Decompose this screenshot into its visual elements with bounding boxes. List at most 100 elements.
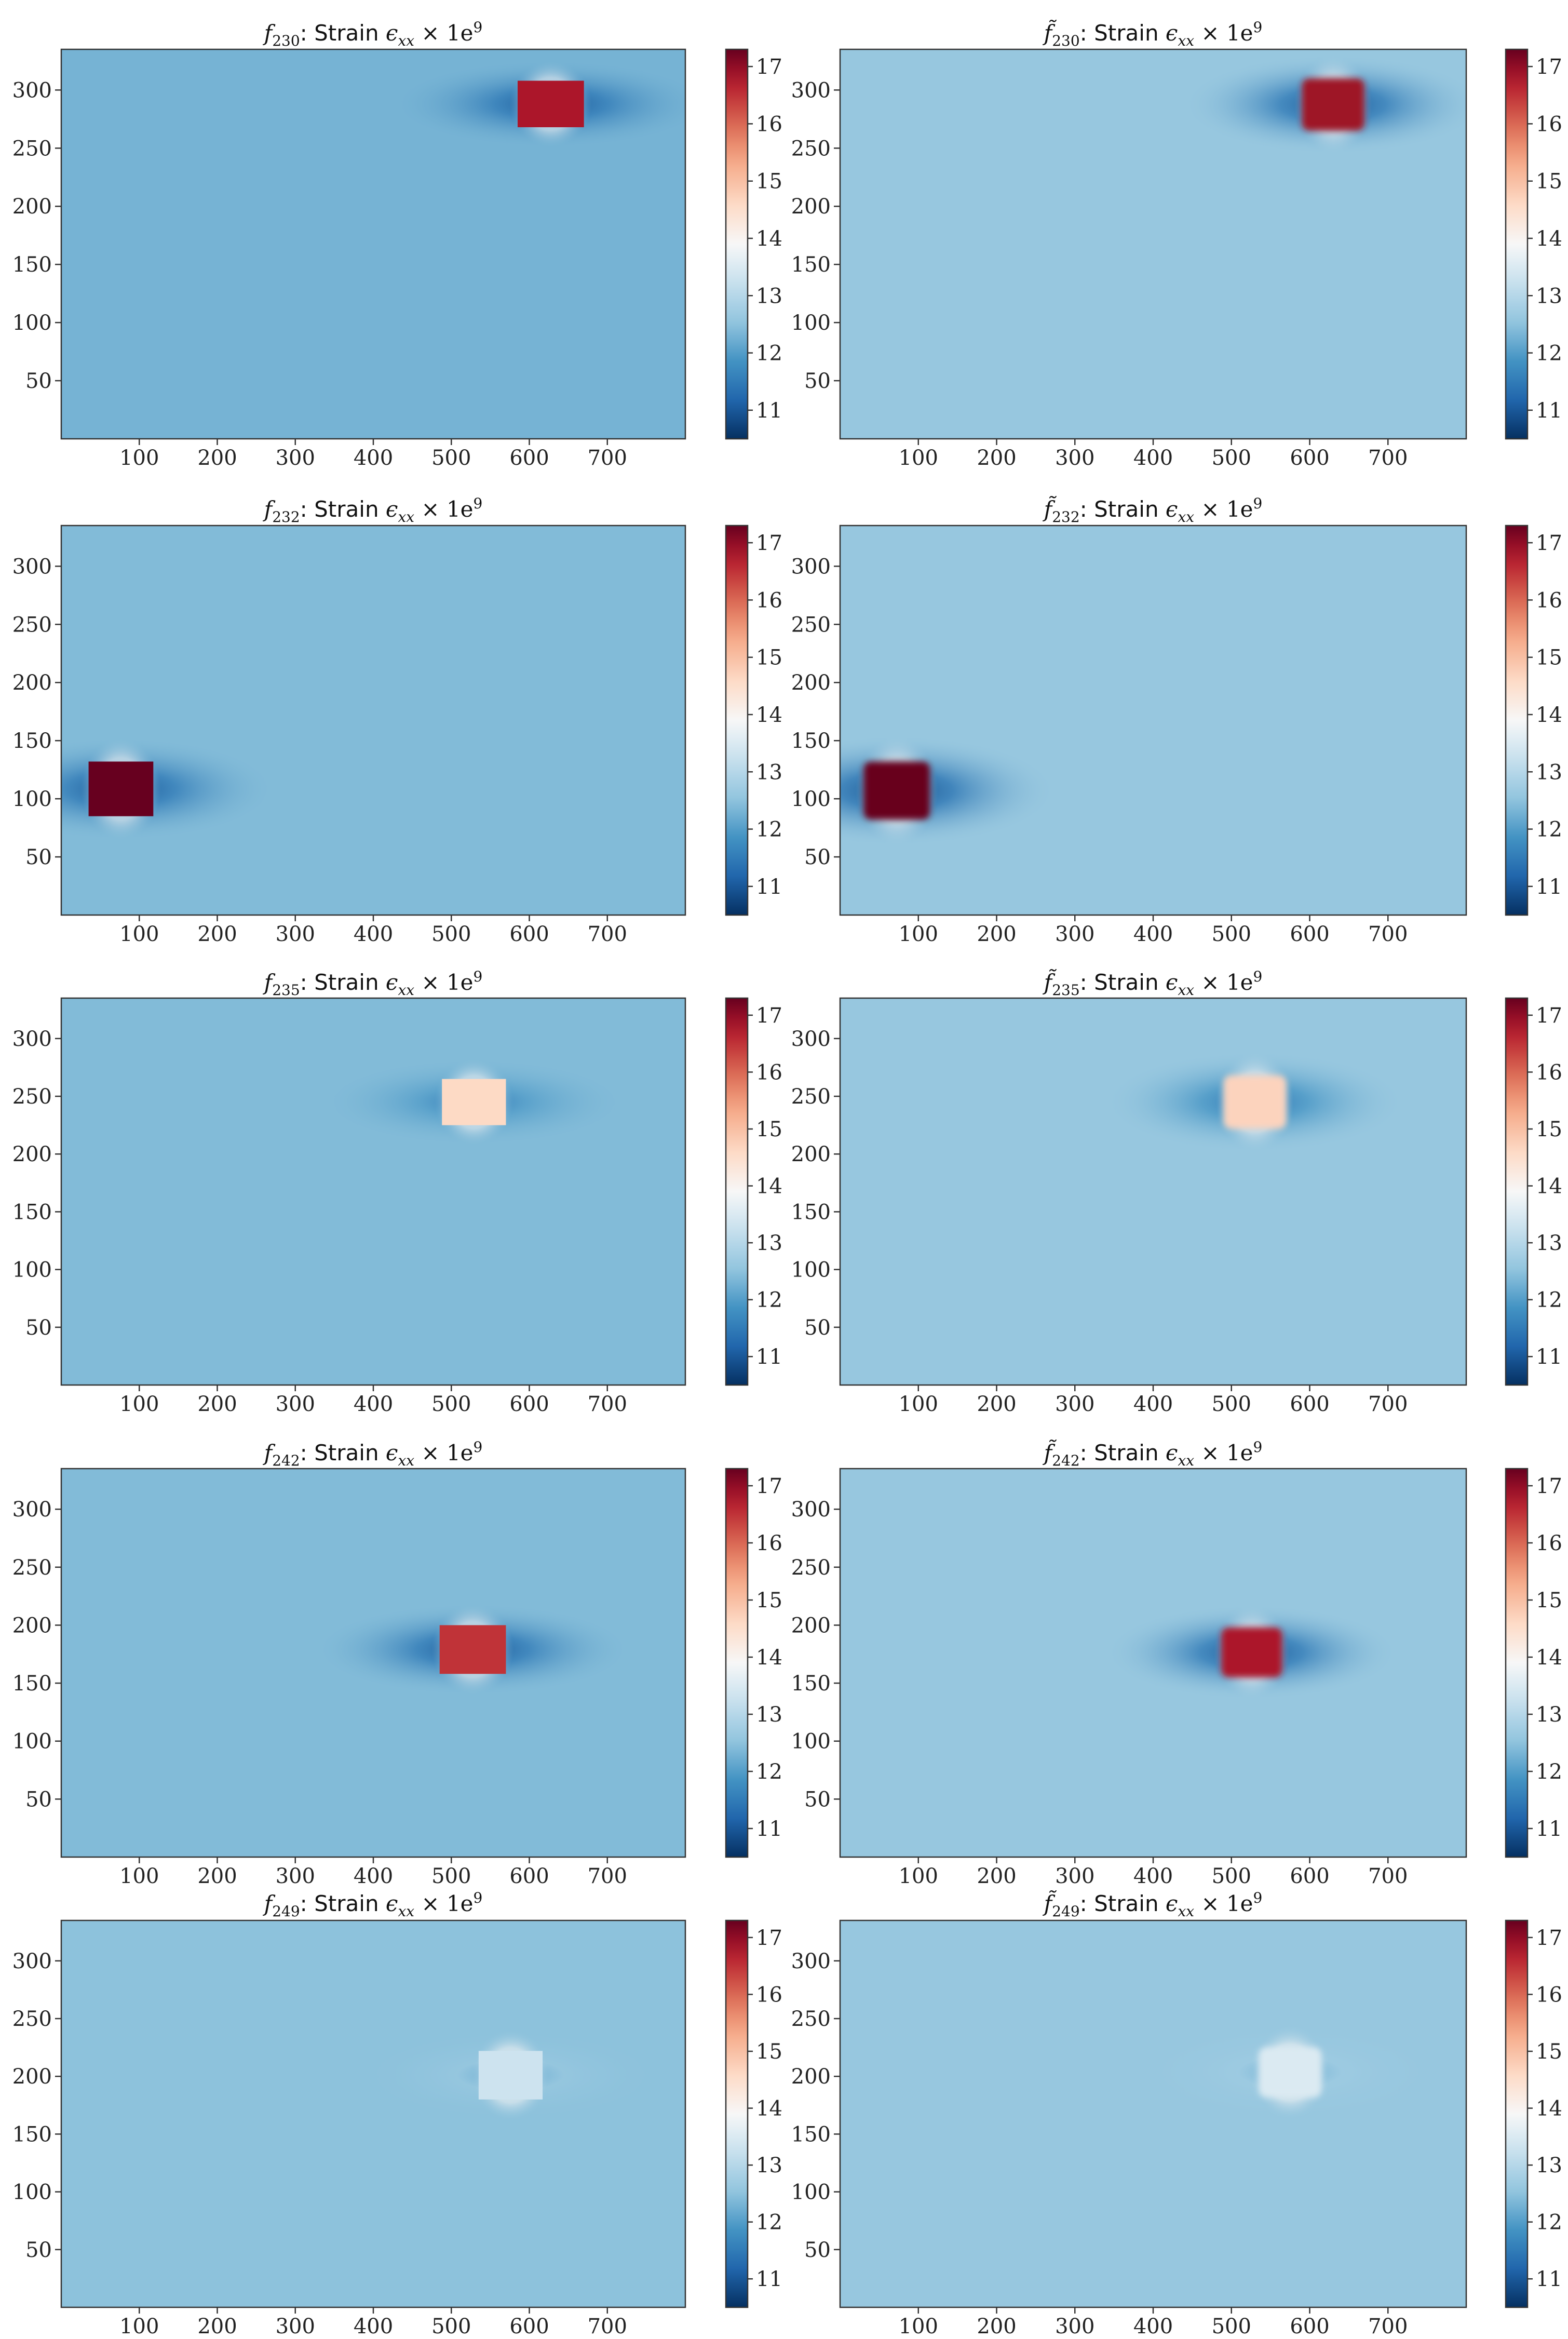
x-tick-label: 200 (197, 1392, 237, 1416)
heatmap-background (61, 998, 685, 1385)
colorbar-tick-label: 16 (1536, 1531, 1562, 1555)
y-tick-label: 300 (791, 1498, 831, 1522)
x-tick-label: 300 (276, 1864, 315, 1888)
x-tick-label: 200 (197, 446, 237, 470)
colorbar-tick-label: 16 (1536, 1983, 1562, 2007)
y-tick-label: 150 (791, 729, 831, 753)
colorbar-tick-label: 16 (756, 1531, 782, 1555)
y-tick-label: 100 (12, 1730, 52, 1754)
colorbar-tick-label: 15 (756, 1589, 782, 1612)
colorbar-frame (1505, 997, 1529, 1386)
x-tick-label: 300 (1055, 2315, 1094, 2338)
heatmap-field (840, 526, 1466, 915)
y-tick-label: 300 (12, 555, 52, 579)
x-tick-label: 300 (276, 922, 315, 946)
x-tick-label: 600 (1290, 1864, 1329, 1888)
y-tick-label: 50 (804, 1316, 831, 1340)
colorbar-tick-label: 17 (756, 55, 782, 79)
colorbar-tick-label: 14 (1536, 2097, 1562, 2121)
y-tick-label: 250 (791, 1085, 831, 1109)
colorbar-tick-label: 12 (1536, 1760, 1562, 1784)
colorbar-tick-label: 12 (756, 1760, 782, 1784)
colorbar-tick-label: 17 (1536, 1926, 1562, 1950)
colorbar-tick-label: 16 (756, 1983, 782, 2007)
x-tick-label: 500 (431, 1864, 471, 1888)
heatmap-field (61, 49, 685, 439)
y-tick-label: 100 (791, 2181, 831, 2204)
x-tick-label: 100 (119, 2315, 159, 2338)
inclusion-block (517, 80, 584, 127)
y-tick-label: 100 (12, 311, 52, 335)
colorbar-tick-label: 15 (756, 1118, 782, 1141)
panel-title: f232: Strain ϵxx × 1e9 (263, 495, 483, 526)
y-tick-label: 50 (25, 2238, 52, 2262)
colorbar-tick-label: 14 (756, 1175, 782, 1199)
colorbar-tick-label: 17 (756, 1004, 782, 1028)
colorbar-gradient (1506, 49, 1528, 439)
colorbar-tick-label: 15 (1536, 2040, 1562, 2064)
x-tick-label: 500 (1212, 1392, 1251, 1416)
colorbar-gradient (726, 1920, 748, 2307)
colorbar-tick-label: 15 (1536, 170, 1562, 194)
x-tick-label: 700 (588, 2315, 627, 2338)
x-tick-label: 100 (119, 1392, 159, 1416)
colorbar: 11 12 13 14 15 16 17 (1505, 997, 1562, 1386)
y-tick-label: 100 (12, 787, 52, 811)
colorbar-tick-label: 17 (1536, 1004, 1562, 1028)
x-tick-label: 500 (1212, 1864, 1251, 1888)
heatmap-panel: 100 200 300 400 500 600 700 50 100 150 200 250 300 f̃… (791, 968, 1562, 1416)
x-tick-label: 600 (509, 1864, 549, 1888)
x-tick-label: 600 (509, 446, 549, 470)
x-tick-label: 200 (977, 1864, 1016, 1888)
colorbar-tick-label: 14 (1536, 1646, 1562, 1670)
x-tick-label: 300 (276, 446, 315, 470)
colorbar-tick-label: 12 (756, 2211, 782, 2235)
heatmap-field (61, 998, 685, 1385)
panel-title: f̃230: Strain ϵxx × 1e9 (1043, 19, 1263, 49)
x-tick-label: 300 (276, 2315, 315, 2338)
colorbar-tick-label: 13 (1536, 1703, 1562, 1727)
panel-title: f235: Strain ϵxx × 1e9 (263, 968, 483, 999)
panels: 100 200 300 400 500 600 700 50 100 150 200 250 300 f2… (12, 19, 1562, 2338)
colorbar-frame (725, 1468, 749, 1858)
colorbar-tick-label: 13 (756, 1703, 782, 1727)
colorbar-tick-label: 15 (756, 646, 782, 670)
colorbar: 11 12 13 14 15 16 17 (1505, 48, 1562, 440)
colorbar-frame (1505, 48, 1529, 440)
heatmap-panel: 100 200 300 400 500 600 700 50 100 150 200 250 300 f̃… (791, 495, 1562, 946)
colorbar-gradient (726, 998, 748, 1385)
y-tick-label: 250 (791, 137, 831, 160)
y-tick-label: 50 (25, 1787, 52, 1811)
colorbar-tick-label: 16 (1536, 112, 1562, 136)
inclusion-block (442, 1079, 506, 1125)
heatmap-background (840, 998, 1466, 1385)
x-tick-label: 500 (431, 2315, 471, 2338)
heatmap-panel: 100 200 300 400 500 600 700 50 100 150 200 250 300 f̃… (791, 1439, 1562, 1888)
y-tick-label: 100 (791, 787, 831, 811)
x-tick-label: 100 (899, 446, 938, 470)
colorbar-tick-label: 13 (1536, 284, 1562, 308)
y-tick-label: 200 (12, 1142, 52, 1166)
colorbar-gradient (1506, 1469, 1528, 1857)
y-tick-label: 200 (791, 2065, 831, 2089)
y-tick-label: 250 (12, 1085, 52, 1109)
x-tick-label: 400 (1133, 2315, 1173, 2338)
x-tick-label: 500 (431, 922, 471, 946)
x-tick-label: 100 (899, 922, 938, 946)
colorbar-tick-label: 15 (1536, 1118, 1562, 1141)
colorbar-tick-label: 14 (756, 1646, 782, 1670)
colorbar-gradient (1506, 1920, 1528, 2307)
panel-title: f230: Strain ϵxx × 1e9 (263, 19, 483, 49)
colorbar-tick-label: 13 (756, 760, 782, 784)
x-tick-label: 600 (509, 1392, 549, 1416)
y-tick-label: 50 (804, 1787, 831, 1811)
colorbar: 11 12 13 14 15 16 17 (1505, 525, 1562, 916)
colorbar: 11 12 13 14 15 16 17 (725, 1919, 782, 2308)
x-tick-label: 300 (276, 1392, 315, 1416)
colorbar: 11 12 13 14 15 16 17 (1505, 1919, 1562, 2308)
inclusion-block (1302, 78, 1365, 131)
x-tick-label: 200 (977, 1392, 1016, 1416)
y-tick-label: 200 (12, 671, 52, 695)
panel-title: f̃235: Strain ϵxx × 1e9 (1043, 968, 1263, 999)
heatmap-background (840, 526, 1466, 915)
